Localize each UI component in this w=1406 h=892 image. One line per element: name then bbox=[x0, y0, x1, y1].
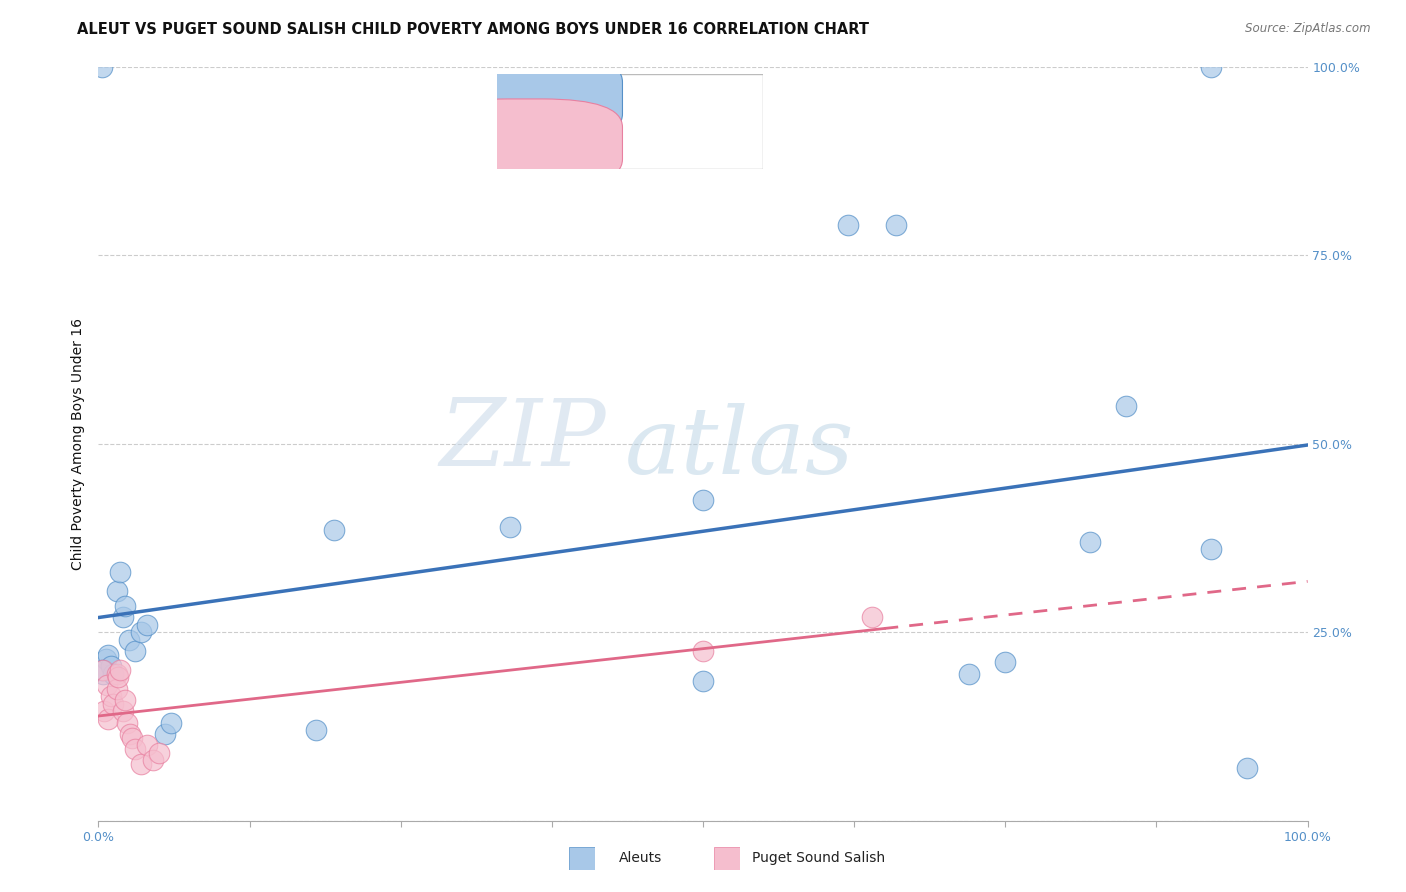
Point bbox=[105, 666, 128, 681]
Point bbox=[135, 617, 157, 632]
Point bbox=[124, 644, 146, 658]
Point bbox=[837, 218, 859, 232]
Text: atlas: atlas bbox=[624, 402, 853, 492]
Text: ALEUT VS PUGET SOUND SALISH CHILD POVERTY AMONG BOYS UNDER 16 CORRELATION CHART: ALEUT VS PUGET SOUND SALISH CHILD POVERT… bbox=[77, 22, 869, 37]
Y-axis label: Child Poverty Among Boys Under 16: Child Poverty Among Boys Under 16 bbox=[72, 318, 86, 570]
Text: Aleuts: Aleuts bbox=[619, 851, 662, 865]
Point bbox=[135, 739, 157, 753]
Point bbox=[108, 663, 131, 677]
Point bbox=[1236, 761, 1258, 775]
Point bbox=[108, 565, 131, 579]
Point bbox=[118, 727, 141, 741]
Point bbox=[153, 727, 176, 741]
Point bbox=[692, 644, 714, 658]
Text: Puget Sound Salish: Puget Sound Salish bbox=[752, 851, 886, 865]
Point bbox=[1115, 399, 1137, 413]
Point bbox=[93, 704, 115, 718]
Point bbox=[97, 648, 120, 662]
Point bbox=[994, 656, 1017, 670]
Point bbox=[498, 519, 520, 533]
Point bbox=[117, 715, 139, 730]
Point bbox=[105, 681, 128, 696]
Point bbox=[129, 757, 152, 772]
Point bbox=[142, 753, 165, 767]
Point bbox=[160, 715, 183, 730]
Point bbox=[129, 625, 152, 640]
Point bbox=[1078, 534, 1101, 549]
Point bbox=[100, 659, 122, 673]
Point bbox=[121, 731, 143, 745]
Point bbox=[91, 663, 114, 677]
Point bbox=[1199, 542, 1222, 557]
Point bbox=[957, 666, 980, 681]
Point bbox=[91, 663, 114, 677]
Point bbox=[860, 610, 883, 624]
Point bbox=[692, 493, 714, 508]
Point bbox=[114, 599, 136, 613]
Point bbox=[111, 704, 134, 718]
Point bbox=[96, 678, 118, 692]
Point bbox=[91, 666, 114, 681]
Point bbox=[124, 742, 146, 756]
Text: ZIP: ZIP bbox=[440, 395, 606, 485]
Point bbox=[148, 746, 170, 760]
Point bbox=[323, 524, 346, 538]
Point bbox=[118, 632, 141, 647]
Point bbox=[886, 218, 908, 232]
Text: Source: ZipAtlas.com: Source: ZipAtlas.com bbox=[1246, 22, 1371, 36]
Point bbox=[91, 60, 114, 74]
Point bbox=[97, 712, 120, 726]
Point bbox=[305, 723, 328, 738]
Point bbox=[692, 674, 714, 689]
Point bbox=[114, 693, 136, 707]
Point bbox=[94, 651, 117, 665]
Point bbox=[101, 697, 124, 711]
Point bbox=[107, 670, 129, 684]
Point bbox=[1199, 60, 1222, 74]
Point bbox=[111, 610, 134, 624]
Point bbox=[105, 583, 128, 598]
Point bbox=[100, 690, 122, 704]
Point bbox=[101, 666, 124, 681]
